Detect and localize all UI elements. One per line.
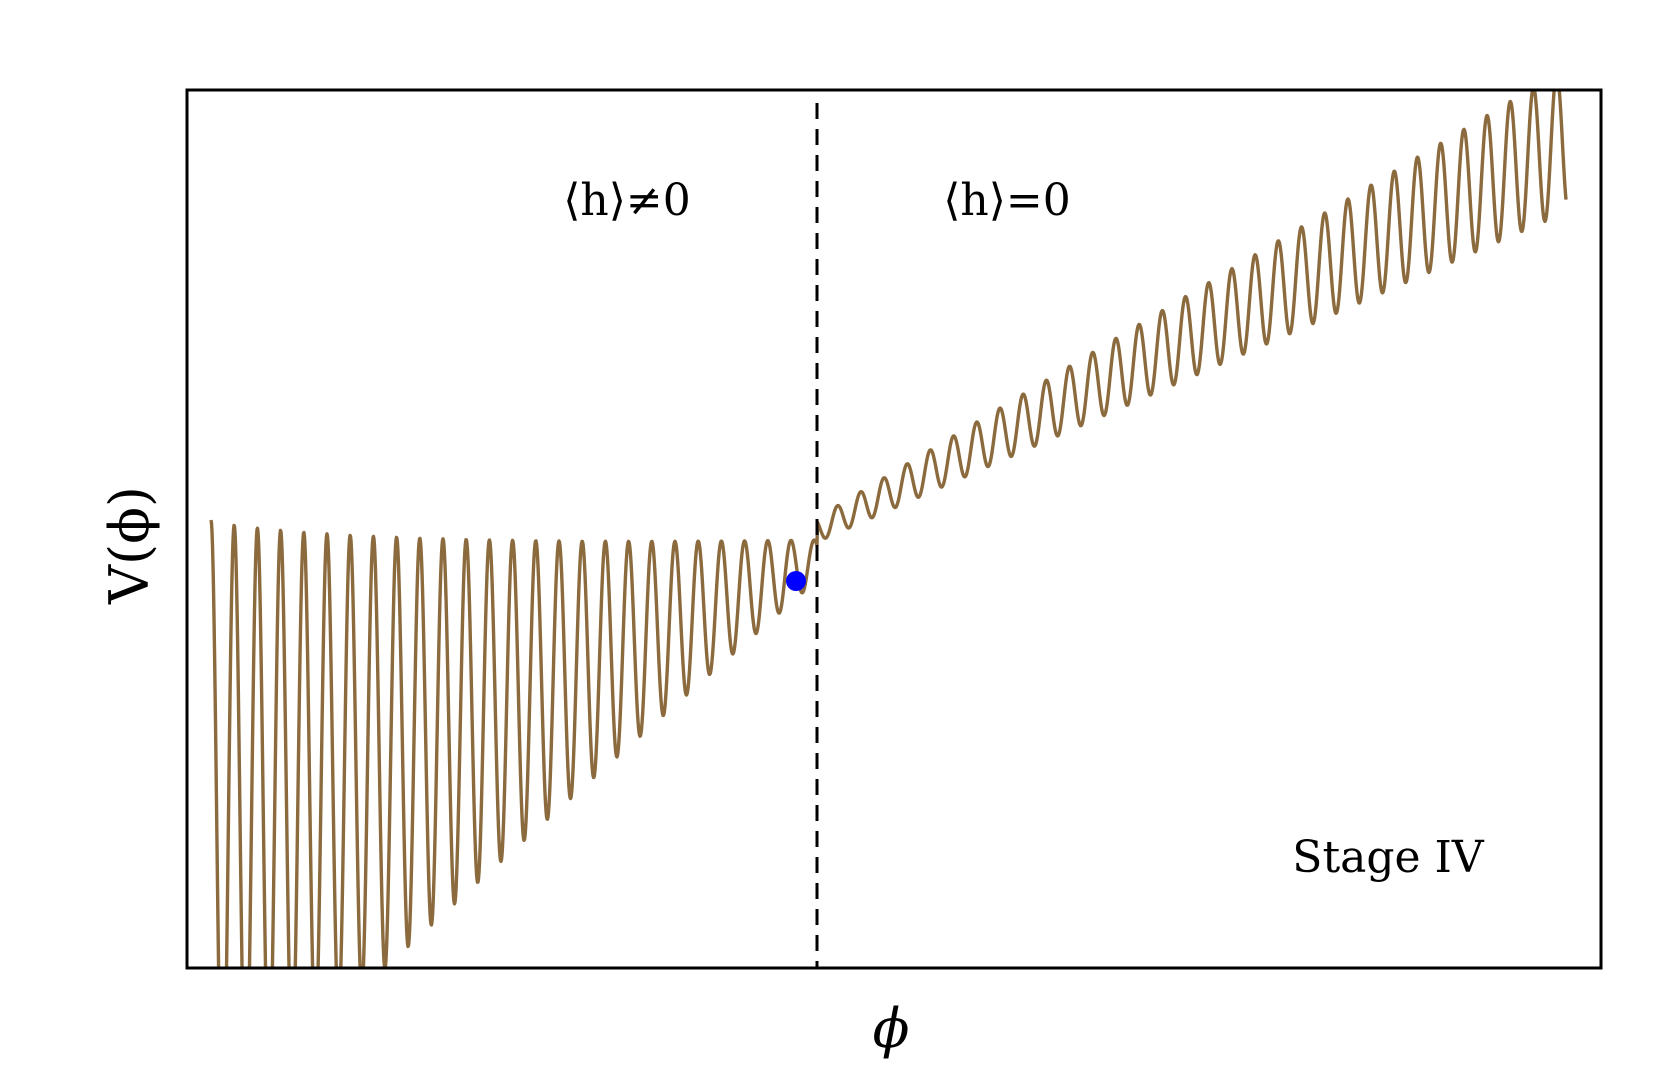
- plot-frame: [185, 88, 1603, 970]
- stage-label: Stage IV: [1292, 832, 1485, 883]
- y-axis-label: V(ϕ): [98, 486, 161, 605]
- region-label-unbroken: ⟨h⟩=0: [943, 175, 1071, 226]
- region-label-broken: ⟨h⟩≠0: [563, 175, 691, 226]
- field-position-marker: [786, 571, 806, 591]
- potential-curve: [209, 90, 1568, 968]
- x-axis-label: ϕ: [873, 997, 910, 1060]
